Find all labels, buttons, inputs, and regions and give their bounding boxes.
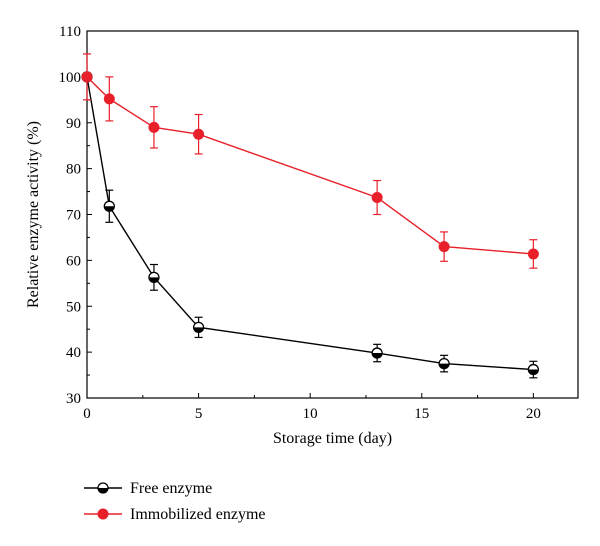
marker-fill [104,206,115,212]
y-tick-label: 100 [59,70,82,86]
data-point [81,71,93,83]
series-line [86,76,534,255]
x-tick-label: 20 [526,406,541,422]
marker-fill [193,327,204,333]
y-tick-label: 70 [66,208,81,224]
series-0 [81,71,540,379]
legend-label: Free enzyme [130,480,212,497]
legend-marker [97,482,109,494]
x-tick-label: 5 [195,406,203,422]
data-point [148,121,160,133]
plot-frame [86,30,579,399]
legend-marker [97,508,109,520]
data-point [192,321,205,334]
marker-fill [98,488,108,493]
plot-area [86,30,579,399]
data-point [103,93,115,105]
y-tick-label: 80 [66,162,81,178]
y-tick-label: 90 [66,116,81,132]
legend-item-0: Free enzyme [84,480,212,497]
data-point [103,200,115,212]
y-axis-label: Relative enzyme activity (%) [25,121,42,308]
series-layer [81,53,540,379]
x-tick-label: 10 [303,406,318,422]
legend-item-1: Immobilized enzyme [84,506,266,523]
series-1 [81,53,539,269]
data-point [193,128,205,140]
marker-fill [372,353,383,359]
marker-fill [148,277,159,283]
x-tick-label: 15 [414,406,429,422]
data-point [371,347,383,359]
axes: 0 5 10 15 20 30 40 50 60 70 80 90 100 110 [59,24,541,422]
marker-fill [439,363,450,369]
data-point [438,357,450,370]
data-point [371,192,383,204]
y-tick-label: 50 [66,299,81,315]
data-point [527,248,539,260]
data-point [438,241,450,253]
legend-label: Immobilized enzyme [130,506,266,523]
y-tick-label: 60 [66,253,81,269]
marker-fill [528,369,539,375]
data-point [148,271,160,283]
y-tick-label: 40 [66,345,81,361]
x-tick-label: 0 [83,406,91,422]
legend: Free enzyme Immobilized enzyme [84,480,266,523]
y-tick-label: 30 [66,391,81,407]
data-point [527,363,540,376]
y-tick-label: 110 [59,24,81,40]
x-axis-label: Storage time (day) [273,430,392,447]
